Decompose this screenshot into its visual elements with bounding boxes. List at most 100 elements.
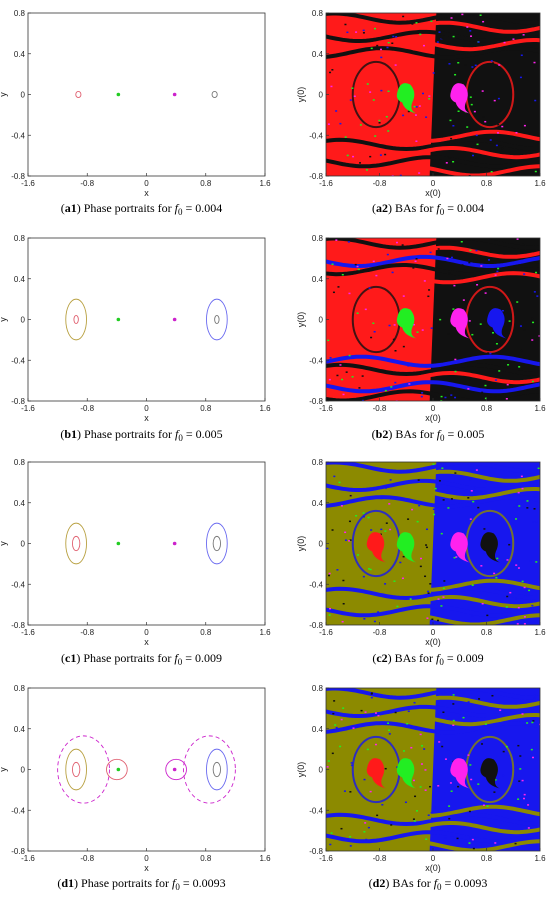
- basin-speckle: [330, 832, 333, 834]
- basin-speckle: [508, 543, 511, 546]
- basin-speckle: [419, 565, 422, 568]
- basin-speckle: [373, 620, 376, 623]
- x-tick-label: 1.6: [534, 854, 546, 863]
- orbit: [75, 90, 82, 99]
- basin-speckle: [447, 141, 450, 143]
- basin-speckle: [442, 587, 445, 590]
- basin-speckle: [386, 253, 389, 256]
- basin-band: [326, 164, 540, 176]
- basin-speckle: [533, 694, 536, 697]
- basin-speckle: [520, 349, 523, 352]
- basin-speckle: [339, 364, 342, 366]
- basin-speckle: [443, 580, 446, 582]
- fixed-point: [116, 317, 121, 322]
- basin-band: [326, 595, 540, 609]
- basin-speckle: [468, 810, 471, 813]
- basin-speckle: [471, 66, 474, 68]
- basin-speckle: [519, 755, 522, 757]
- basin-speckle: [442, 596, 445, 598]
- basin-speckle: [475, 73, 478, 76]
- basin-speckle: [425, 838, 428, 840]
- basin-speckle: [333, 700, 336, 702]
- basin-speckle: [420, 395, 423, 398]
- basin-band: [326, 604, 540, 618]
- basin-speckle: [484, 120, 487, 123]
- basin-speckle: [407, 710, 410, 713]
- basin-speckle: [361, 375, 364, 377]
- y-tick-label: -0.4: [309, 356, 323, 365]
- caption-value: = 0.0093: [442, 876, 488, 890]
- basin-speckle: [533, 61, 536, 64]
- basin-speckle: [494, 779, 497, 781]
- basin-speckle: [497, 123, 500, 126]
- basin-speckle: [339, 122, 342, 125]
- basin-band: [326, 688, 540, 700]
- basin-speckle: [468, 261, 471, 264]
- basin-speckle: [494, 274, 497, 276]
- y-tick-label: -0.4: [309, 580, 323, 589]
- basin-speckle: [532, 720, 535, 722]
- basin-island: [396, 308, 417, 339]
- basin-speckle: [331, 752, 334, 755]
- basin-speckle: [519, 325, 522, 327]
- basin-speckle: [422, 44, 425, 47]
- basin-speckle: [346, 31, 349, 34]
- basin-speckle: [342, 579, 345, 582]
- basin-speckle: [531, 380, 534, 383]
- basin-speckle: [449, 119, 452, 122]
- basin-band: [326, 20, 540, 34]
- basin-speckle: [457, 785, 460, 788]
- caption-open: (: [372, 651, 376, 665]
- basin-speckle: [334, 724, 337, 726]
- y-tick-label: -0.8: [309, 847, 323, 856]
- basin-speckle: [501, 294, 504, 296]
- basin-speckle: [401, 244, 404, 246]
- basin-island: [480, 758, 500, 789]
- basin-speckle: [409, 598, 412, 600]
- basin-speckle: [358, 387, 361, 389]
- basin-speckle: [535, 271, 538, 274]
- basin-speckle: [523, 329, 526, 331]
- basin-speckle: [493, 572, 496, 575]
- basin-speckle: [362, 29, 365, 32]
- basin-speckle: [477, 588, 480, 590]
- basin-speckle: [497, 97, 500, 100]
- basin-speckle: [532, 321, 535, 324]
- caption-value: = 0.009: [444, 651, 484, 665]
- basin-speckle: [522, 243, 525, 246]
- basin-island: [396, 532, 417, 563]
- basin-speckle: [412, 779, 415, 782]
- basin-speckle: [362, 512, 365, 514]
- y-tick-label: -0.8: [11, 621, 25, 630]
- basin-speckle: [534, 99, 537, 102]
- orbit: [206, 522, 228, 565]
- caption-close: ): [388, 651, 392, 665]
- basin-speckle: [393, 580, 396, 583]
- basin-speckle: [366, 83, 369, 85]
- basin-speckle: [466, 126, 469, 128]
- basin-speckle: [459, 28, 462, 30]
- basin-speckle: [455, 556, 458, 558]
- basin-speckle: [501, 309, 504, 312]
- basin-band: [326, 146, 540, 160]
- basin-speckle: [469, 478, 472, 481]
- orbit: [106, 758, 128, 781]
- basin-speckle: [402, 555, 405, 558]
- fixed-point: [172, 92, 177, 97]
- panel-a1: -1.6-0.800.81.60.80.40-0.4-0.8xy(a1) Pha…: [0, 9, 271, 217]
- y-axis-label: y: [0, 767, 8, 772]
- basin-speckle: [517, 606, 520, 609]
- basin-speckle: [365, 169, 368, 171]
- basin-speckle: [429, 785, 432, 788]
- basin-speckle: [532, 521, 535, 523]
- basin-speckle: [427, 590, 430, 593]
- basin-speckle: [476, 143, 479, 146]
- basin-speckle: [342, 602, 345, 605]
- x-tick-label: -1.6: [21, 179, 35, 188]
- basin-speckle: [366, 748, 369, 751]
- caption-symbol: f: [175, 427, 180, 441]
- basin-speckle: [335, 726, 338, 729]
- x-tick-label: -0.8: [80, 179, 94, 188]
- basin-speckle: [479, 323, 482, 325]
- basin-speckle: [474, 486, 477, 489]
